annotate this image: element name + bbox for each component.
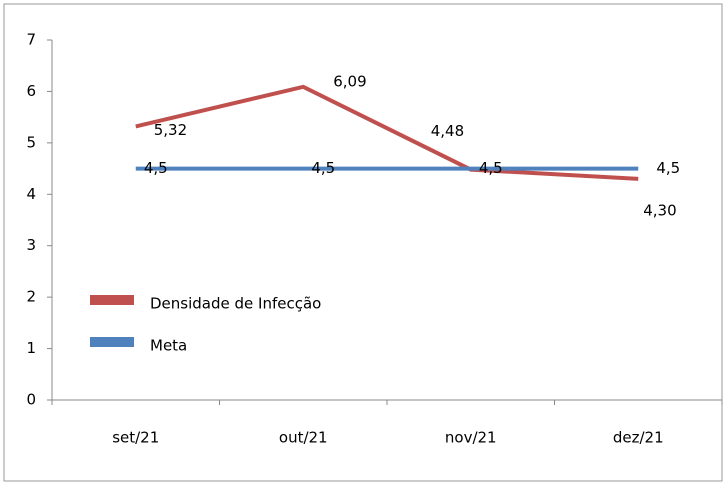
chart-frame [3,3,723,482]
y-tick-label: 6 [26,82,36,100]
data-label: 4,5 [311,159,335,177]
y-tick-label: 7 [26,31,36,49]
data-label: 4,5 [479,159,503,177]
y-tick-label: 4 [26,185,36,203]
y-tick-label: 3 [26,236,36,254]
series-line [135,84,639,181]
x-tick-label: out/21 [279,429,328,447]
data-label: 6,09 [333,72,366,90]
x-tick-label: dez/21 [613,429,664,447]
legend-label: Densidade de Infecção [150,295,321,313]
y-tick-label: 1 [26,339,36,357]
data-label: 5,32 [154,121,187,139]
x-tick-label: set/21 [112,429,159,447]
legend-label: Meta [150,337,187,355]
data-label: 4,5 [656,159,680,177]
x-tick-label: nov/21 [445,429,497,447]
y-tick-label: 0 [26,391,36,409]
data-label: 4,5 [144,159,168,177]
y-tick-label: 5 [26,133,36,151]
data-label: 4,48 [431,122,464,140]
legend-swatch [90,295,134,305]
legend-swatch [90,337,134,347]
y-tick-label: 2 [26,288,36,306]
data-label: 4,30 [643,201,676,219]
